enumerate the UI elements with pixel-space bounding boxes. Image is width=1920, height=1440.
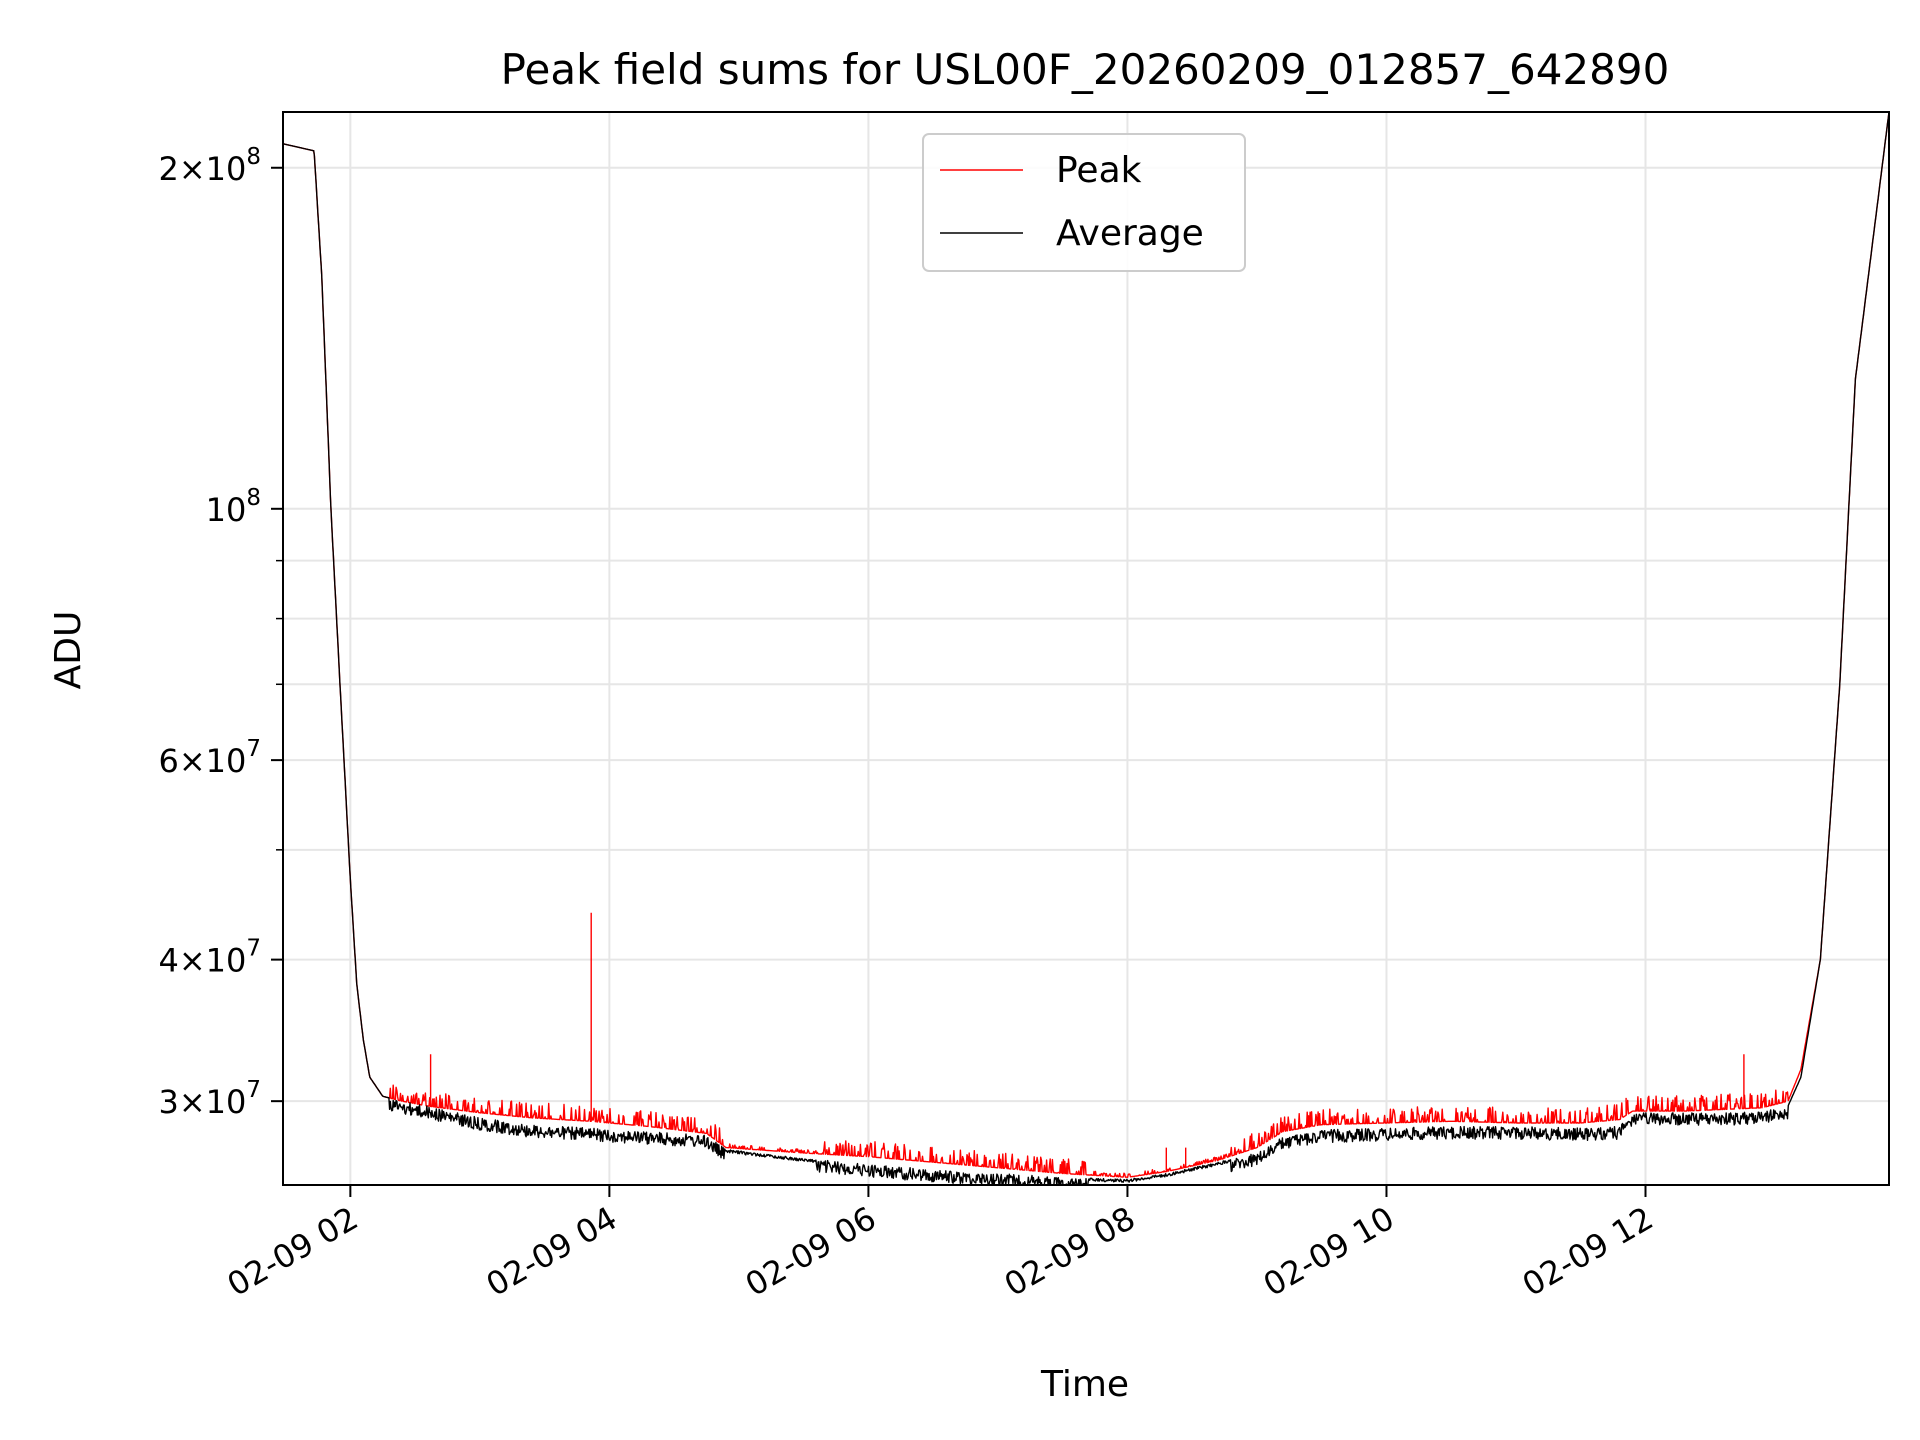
series-line-average <box>283 112 1889 1185</box>
legend-label-peak: Peak <box>1056 150 1142 191</box>
plot-lines <box>283 112 1889 1185</box>
y-tick-label: 4×107 <box>158 936 261 980</box>
legend-box <box>922 133 1246 272</box>
y-tick-label: 2×108 <box>158 144 261 188</box>
legend-label-average: Average <box>1056 213 1204 254</box>
axes-frame <box>282 111 1890 1186</box>
legend: Peak Average <box>922 133 1246 272</box>
chart-title: Peak field sums for USL00F_20260209_0128… <box>501 45 1670 94</box>
y-tick-label: 3×107 <box>158 1077 261 1121</box>
y-tick-label: 108 <box>206 485 261 529</box>
y-tick-label: 6×107 <box>158 736 261 780</box>
x-axis-label: Time <box>1040 1364 1129 1405</box>
series-line-peak <box>283 112 1889 1178</box>
y-axis: 3×107 4×107 6×107 108 2×108 <box>158 144 283 1121</box>
y-axis-label: ADU <box>48 611 89 690</box>
